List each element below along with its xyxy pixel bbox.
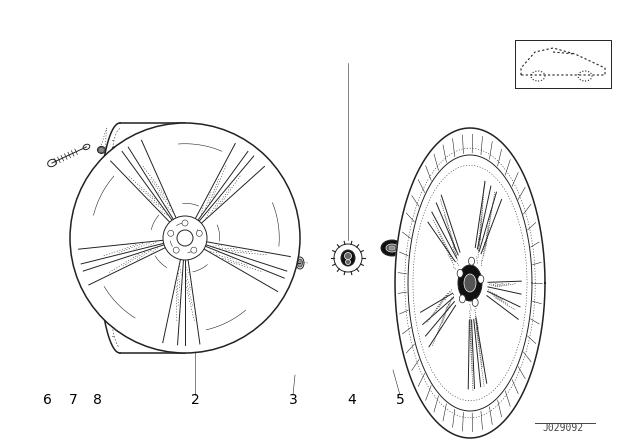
Circle shape <box>182 220 188 226</box>
Polygon shape <box>408 155 532 411</box>
Ellipse shape <box>381 240 403 256</box>
Text: 6: 6 <box>43 393 51 407</box>
Text: J029092: J029092 <box>543 423 584 433</box>
Circle shape <box>168 230 173 237</box>
Circle shape <box>163 216 207 260</box>
Circle shape <box>196 230 202 237</box>
Circle shape <box>177 230 193 246</box>
Text: 4: 4 <box>348 393 356 407</box>
Text: 3: 3 <box>289 393 298 407</box>
Text: 5: 5 <box>396 393 404 407</box>
Text: 8: 8 <box>93 393 101 407</box>
Ellipse shape <box>83 144 90 150</box>
Circle shape <box>191 247 197 253</box>
Text: 7: 7 <box>68 393 77 407</box>
Circle shape <box>113 147 118 152</box>
Circle shape <box>99 147 104 153</box>
Ellipse shape <box>341 250 355 266</box>
Circle shape <box>173 247 179 253</box>
Ellipse shape <box>458 265 482 301</box>
Ellipse shape <box>468 257 474 265</box>
Ellipse shape <box>478 275 484 283</box>
Polygon shape <box>395 128 545 438</box>
Ellipse shape <box>344 253 351 259</box>
Ellipse shape <box>457 269 463 277</box>
Ellipse shape <box>386 244 398 252</box>
Text: 2: 2 <box>191 393 200 407</box>
Ellipse shape <box>298 259 303 267</box>
Circle shape <box>334 244 362 272</box>
Text: 1: 1 <box>486 283 495 297</box>
Ellipse shape <box>472 298 478 306</box>
Ellipse shape <box>112 146 119 154</box>
Ellipse shape <box>97 146 106 154</box>
Ellipse shape <box>464 274 476 292</box>
Ellipse shape <box>389 246 395 250</box>
Circle shape <box>70 123 300 353</box>
Ellipse shape <box>460 295 465 303</box>
Ellipse shape <box>296 257 304 269</box>
Ellipse shape <box>346 259 351 264</box>
Ellipse shape <box>47 159 56 167</box>
